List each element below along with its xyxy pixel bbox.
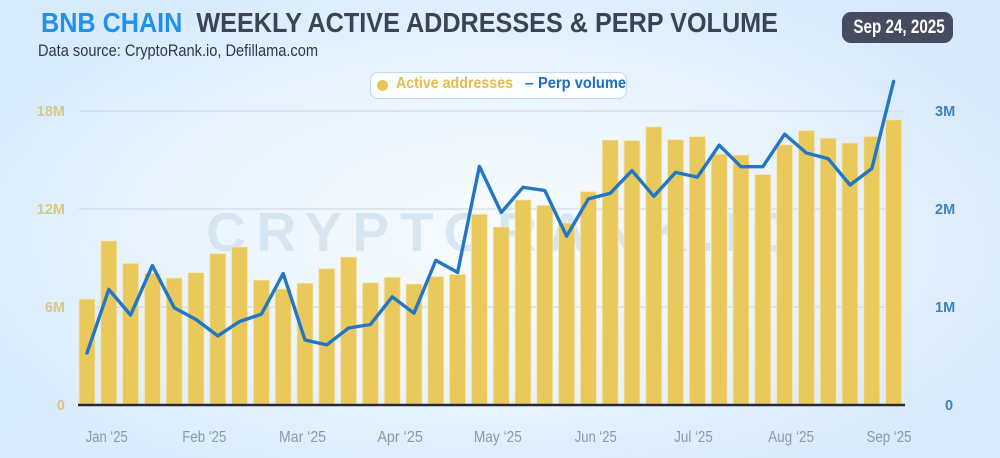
svg-text:Feb ‘25: Feb ‘25 xyxy=(182,429,226,446)
svg-text:Aug ‘25: Aug ‘25 xyxy=(768,429,814,446)
svg-text:0: 0 xyxy=(945,398,953,414)
svg-text:0: 0 xyxy=(57,398,65,414)
svg-text:Sep ‘25: Sep ‘25 xyxy=(867,429,912,446)
svg-text:May ‘25: May ‘25 xyxy=(474,429,522,446)
svg-text:6M: 6M xyxy=(45,300,65,316)
svg-text:1M: 1M xyxy=(935,300,955,316)
svg-text:Jun ‘25: Jun ‘25 xyxy=(575,429,617,446)
svg-text:Mar ‘25: Mar ‘25 xyxy=(279,429,326,446)
svg-text:Jul ‘25: Jul ‘25 xyxy=(674,429,713,446)
svg-text:18M: 18M xyxy=(37,104,65,120)
svg-text:Apr ‘25: Apr ‘25 xyxy=(377,429,423,446)
svg-text:12M: 12M xyxy=(37,202,65,218)
svg-text:2M: 2M xyxy=(935,202,955,218)
svg-text:Jan ‘25: Jan ‘25 xyxy=(86,429,128,446)
svg-text:3M: 3M xyxy=(935,104,955,120)
